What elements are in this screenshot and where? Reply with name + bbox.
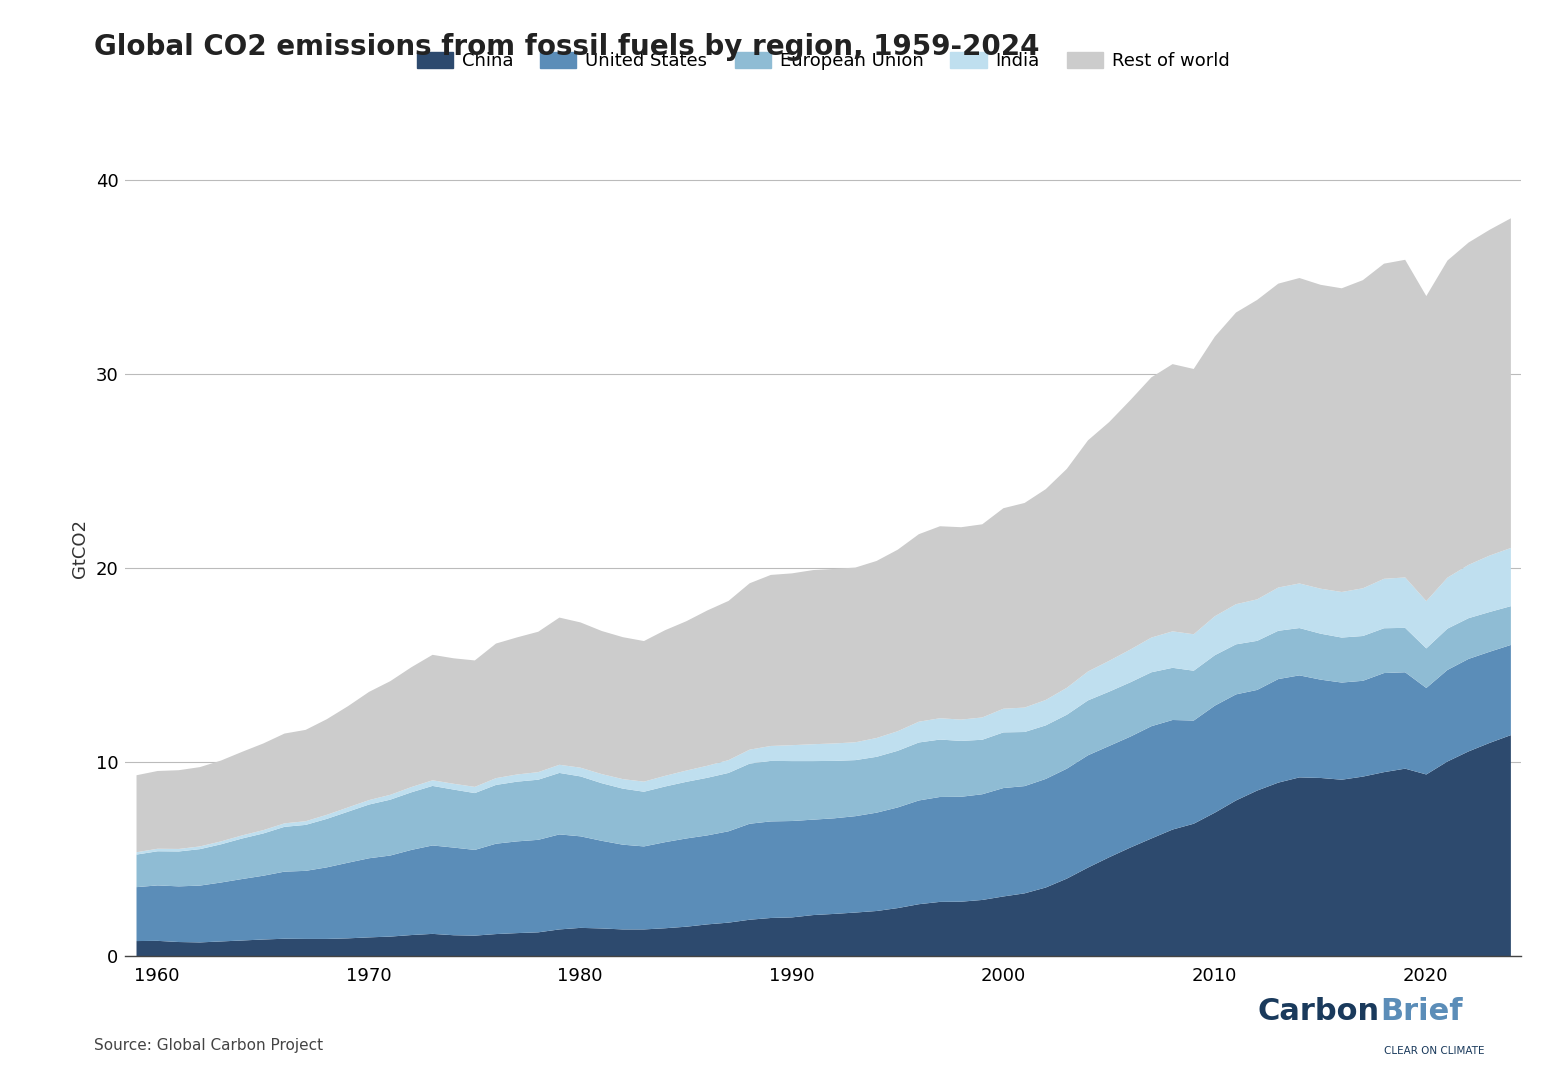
Text: Global CO2 emissions from fossil fuels by region, 1959-2024: Global CO2 emissions from fossil fuels b… — [94, 33, 1040, 61]
Text: Source: Global Carbon Project: Source: Global Carbon Project — [94, 1038, 323, 1053]
Text: Brief: Brief — [1380, 997, 1463, 1026]
Text: CLEAR ON CLIMATE: CLEAR ON CLIMATE — [1385, 1046, 1485, 1056]
Text: Carbon: Carbon — [1258, 997, 1380, 1026]
Y-axis label: GtCO2: GtCO2 — [71, 519, 89, 578]
Legend: China, United States, European Union, India, Rest of world: China, United States, European Union, In… — [409, 45, 1237, 77]
